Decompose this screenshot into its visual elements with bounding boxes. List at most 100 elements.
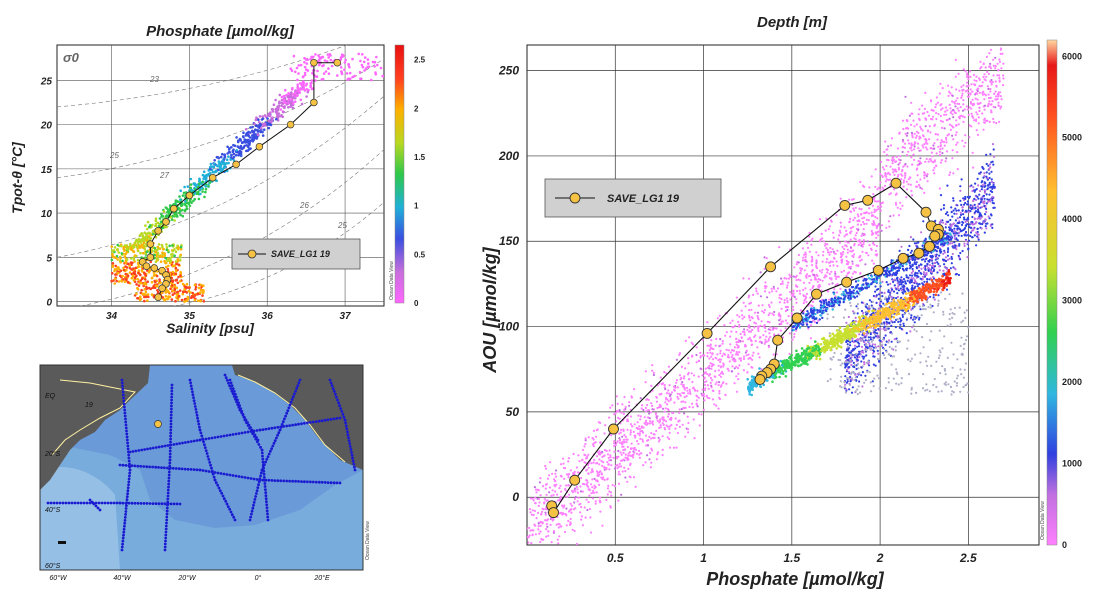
map-station-dot [207, 470, 211, 473]
map-lon-label: 20°E [313, 574, 330, 582]
aou-scatter-point [638, 425, 641, 428]
aou-scatter-point [642, 408, 645, 412]
aou-scatter-point [996, 62, 999, 65]
ts-scatter-point [353, 74, 356, 78]
ts-scatter-point [232, 152, 236, 156]
aou-scatter-point [1002, 62, 1005, 65]
ts-scatter-point [254, 124, 258, 128]
aou-scatter-point [950, 124, 953, 127]
aou-scatter-point [613, 485, 617, 488]
aou-scatter-point [953, 101, 956, 104]
map-station-dot [213, 436, 217, 439]
aou-scatter-point [983, 108, 986, 111]
map-station-dot [265, 457, 269, 461]
aou-scatter-point [994, 80, 997, 83]
aou-scatter-point [924, 117, 927, 120]
aou-scatter-point [873, 331, 876, 334]
ts-scatter-point [141, 251, 145, 255]
map-station-dot [267, 478, 271, 482]
ts-scatter-point [219, 155, 223, 159]
map-station-dot [169, 443, 173, 447]
ts-scatter-point [228, 151, 232, 154]
aou-scatter-point [786, 305, 789, 308]
ts-scatter-point [340, 71, 344, 74]
aou-scatter-point [811, 300, 815, 303]
ts-scatter-point [189, 183, 193, 186]
aou-scatter-point [913, 132, 916, 135]
aou-scatter-point [731, 354, 734, 357]
aou-scatter-point [985, 202, 988, 205]
ts-scatter-point [243, 144, 246, 148]
map-station-dot [170, 389, 174, 393]
ts-scatter-point [149, 237, 153, 240]
aou-scatter-point [952, 108, 955, 112]
aou-scatter-point [757, 325, 760, 328]
aou-scatter-point [678, 352, 682, 355]
aou-scatter-point [889, 178, 892, 181]
aou-scatter-point [628, 451, 632, 454]
aou-scatter-point [735, 390, 739, 393]
map-station-dot [163, 548, 167, 552]
aou-scatter-point [618, 409, 621, 412]
aou-scatter-point [629, 462, 632, 465]
aou-scatter-point [544, 508, 548, 511]
map-lat-label: 60°S [45, 562, 61, 570]
ts-scatter-point [179, 189, 182, 192]
aou-scatter-point [754, 311, 757, 314]
aou-scatter-point [792, 290, 795, 293]
ts-scatter-point [245, 144, 248, 147]
aou-scatter-point [584, 442, 587, 446]
aou-scatter-point [947, 94, 950, 97]
map-station-dot [287, 406, 291, 410]
aou-scatter-point [586, 484, 589, 487]
ts-scatter-point [189, 177, 193, 181]
aou-scatter-point [962, 103, 965, 106]
aou-scatter-point [888, 173, 892, 176]
aou-scatter-point [559, 463, 563, 466]
aou-scatter-point [944, 223, 947, 226]
aou-scatter-point [841, 258, 844, 261]
ts-scatter-point [119, 257, 122, 260]
ts-scatter-point [237, 150, 241, 154]
aou-scatter-point [573, 501, 576, 504]
ts-scatter-point [305, 62, 309, 65]
aou-scatter-point [991, 143, 995, 146]
aou-scatter-point [962, 213, 965, 216]
aou-scatter-point [543, 498, 546, 501]
ts-scatter-point [159, 281, 162, 285]
ts-scatter-point [294, 70, 297, 74]
aou-scatter-point [573, 529, 576, 533]
map-station-dot [121, 501, 125, 505]
aou-scatter-point [917, 269, 921, 272]
map-station-dot [285, 411, 289, 415]
map-station-dot [163, 542, 167, 546]
aou-scatter-point [956, 151, 959, 154]
aou-scatter-point [943, 249, 946, 252]
aou-scatter-point [542, 555, 544, 557]
aou-scatter-point [612, 456, 615, 459]
aou-scatter-point [592, 461, 595, 464]
aou-scatter-point [533, 567, 535, 569]
aou-scatter-point [636, 421, 639, 424]
ts-scatter-point [170, 284, 174, 287]
aou-scatter-point [836, 249, 839, 252]
ts-scatter-point [124, 272, 128, 276]
aou-scatter-point [870, 175, 873, 178]
ts-scatter-point [329, 58, 333, 62]
aou-scatter-point [531, 551, 533, 553]
aou-scatter-point [715, 357, 718, 360]
aou-scatter-point [756, 346, 759, 349]
aou-scatter-point [538, 501, 541, 504]
aou-scatter-point [695, 346, 698, 349]
aou-scatter-point [575, 485, 579, 488]
aou-scatter-point [641, 438, 644, 441]
aou-scatter-point [983, 98, 986, 101]
aou-scatter-point [621, 445, 624, 448]
aou-scatter-point [945, 141, 948, 144]
aou-scatter-point [627, 454, 630, 457]
aou-scatter-point [595, 455, 599, 458]
ts-scatter-point [132, 272, 136, 275]
aou-scatter-point [615, 441, 618, 445]
map-station-dot [164, 527, 168, 531]
aou-scatter-point [850, 230, 853, 233]
